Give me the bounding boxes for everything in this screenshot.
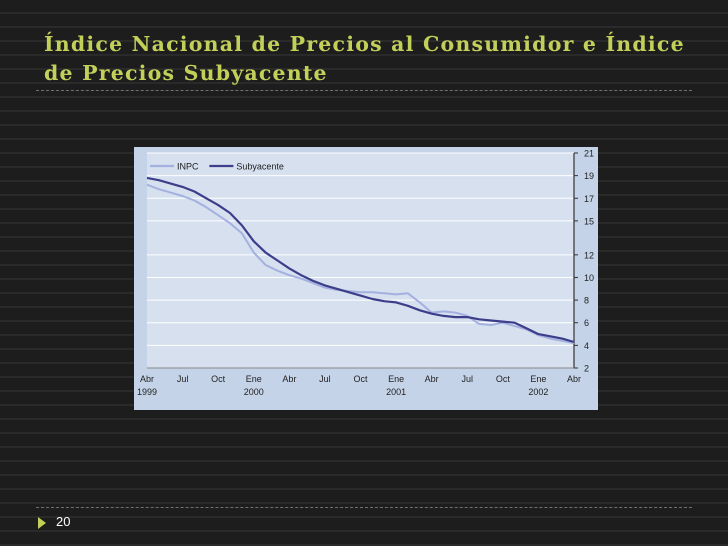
- x-tick-label: Abr: [282, 374, 296, 384]
- legend-label-subyacente: Subyacente: [236, 162, 284, 172]
- x-tick-label: Oct: [211, 374, 226, 384]
- y-tick-label: 6: [584, 318, 589, 328]
- y-tick-label: 21: [584, 149, 594, 159]
- y-tick-label: 17: [584, 194, 594, 204]
- chevron-right-icon: [38, 517, 46, 529]
- y-tick-label: 8: [584, 296, 589, 306]
- chart-panel: 2 4 6 8 10 12 15 17 19 21 Abr 1999 Jul Oct Ene 2000 Abr J…: [134, 147, 598, 410]
- x-tick-year-label: 1999: [137, 387, 157, 397]
- legend-label-inpc: INPC: [177, 162, 199, 172]
- y-tick-label: 15: [584, 216, 594, 226]
- y-tick-label: 2: [584, 364, 589, 374]
- x-tick-year-label: 2001: [386, 387, 406, 397]
- x-tick-year-label: 2002: [528, 387, 548, 397]
- x-tick-label: Jul: [461, 374, 473, 384]
- x-tick-label: Ene: [246, 374, 262, 384]
- x-tick-label: Oct: [496, 374, 511, 384]
- plot-area: [147, 153, 574, 368]
- y-tick-label: 19: [584, 171, 594, 181]
- series-line-subyacente: [146, 176, 575, 344]
- line-chart: 2 4 6 8 10 12 15 17 19 21 Abr 1999 Jul Oct Ene 2000 Abr J…: [137, 149, 594, 398]
- x-tick-label: Ene: [388, 374, 404, 384]
- title-divider: [36, 90, 692, 91]
- x-tick-label: Abr: [140, 374, 154, 384]
- y-tick-label: 4: [584, 341, 589, 351]
- y-tick-label: 12: [584, 250, 594, 260]
- x-tick-label: Jul: [319, 374, 331, 384]
- x-tick-label: Oct: [353, 374, 368, 384]
- slide-title: Índice Nacional de Precios al Consumidor…: [44, 32, 685, 85]
- page-number: 20: [56, 514, 71, 529]
- x-tick-year-label: 2000: [244, 387, 264, 397]
- y-tick-label: 10: [584, 273, 594, 283]
- x-tick-label: Abr: [425, 374, 439, 384]
- x-tick-label: Abr: [567, 374, 581, 384]
- x-tick-label: Jul: [177, 374, 189, 384]
- footer-divider: [36, 507, 692, 508]
- x-tick-label: Ene: [530, 374, 546, 384]
